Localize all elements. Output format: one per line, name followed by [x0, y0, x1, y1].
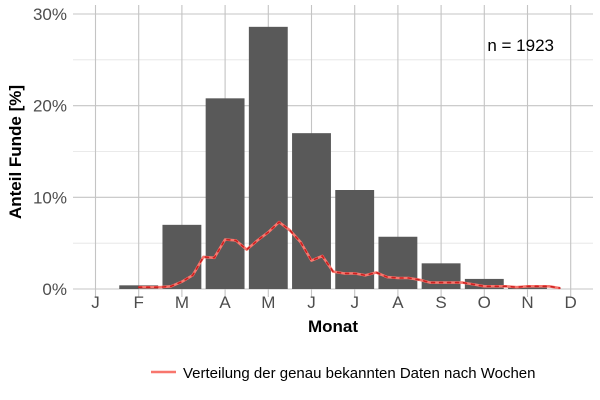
bar — [205, 98, 245, 289]
bar — [292, 133, 331, 289]
bar — [378, 236, 418, 289]
x-axis-title: Monat — [308, 317, 358, 336]
y-tick-labels: 0% 10% 20% 30% — [33, 5, 67, 299]
x-tick-label: M — [175, 293, 189, 312]
x-tick-label: N — [521, 293, 533, 312]
bars — [119, 26, 547, 289]
line-series — [137, 220, 561, 290]
y-tick-label: 10% — [33, 188, 67, 207]
y-tick-label: 30% — [33, 5, 67, 24]
y-tick-label: 0% — [42, 280, 67, 299]
series-line-dots — [137, 221, 561, 289]
y-tick-label: 20% — [33, 97, 67, 116]
sample-size-annotation: n = 1923 — [487, 36, 554, 55]
bar — [162, 224, 202, 289]
x-tick-label: D — [565, 293, 577, 312]
x-tick-label: A — [392, 293, 404, 312]
x-tick-label: F — [134, 293, 144, 312]
x-tick-label: S — [435, 293, 446, 312]
bar — [508, 286, 547, 289]
x-tick-label: M — [261, 293, 275, 312]
legend: Verteilung der genau bekannten Daten nac… — [151, 365, 536, 382]
x-tick-label: J — [350, 293, 359, 312]
legend-label: Verteilung der genau bekannten Daten nac… — [183, 365, 536, 382]
y-axis-title: Anteil Funde [%] — [6, 85, 25, 219]
x-tick-label: J — [91, 293, 100, 312]
bar — [421, 263, 461, 289]
x-tick-label: A — [219, 293, 231, 312]
x-tick-label: J — [307, 293, 316, 312]
bar — [248, 26, 288, 289]
bar — [464, 278, 504, 289]
x-tick-label: O — [478, 293, 491, 312]
